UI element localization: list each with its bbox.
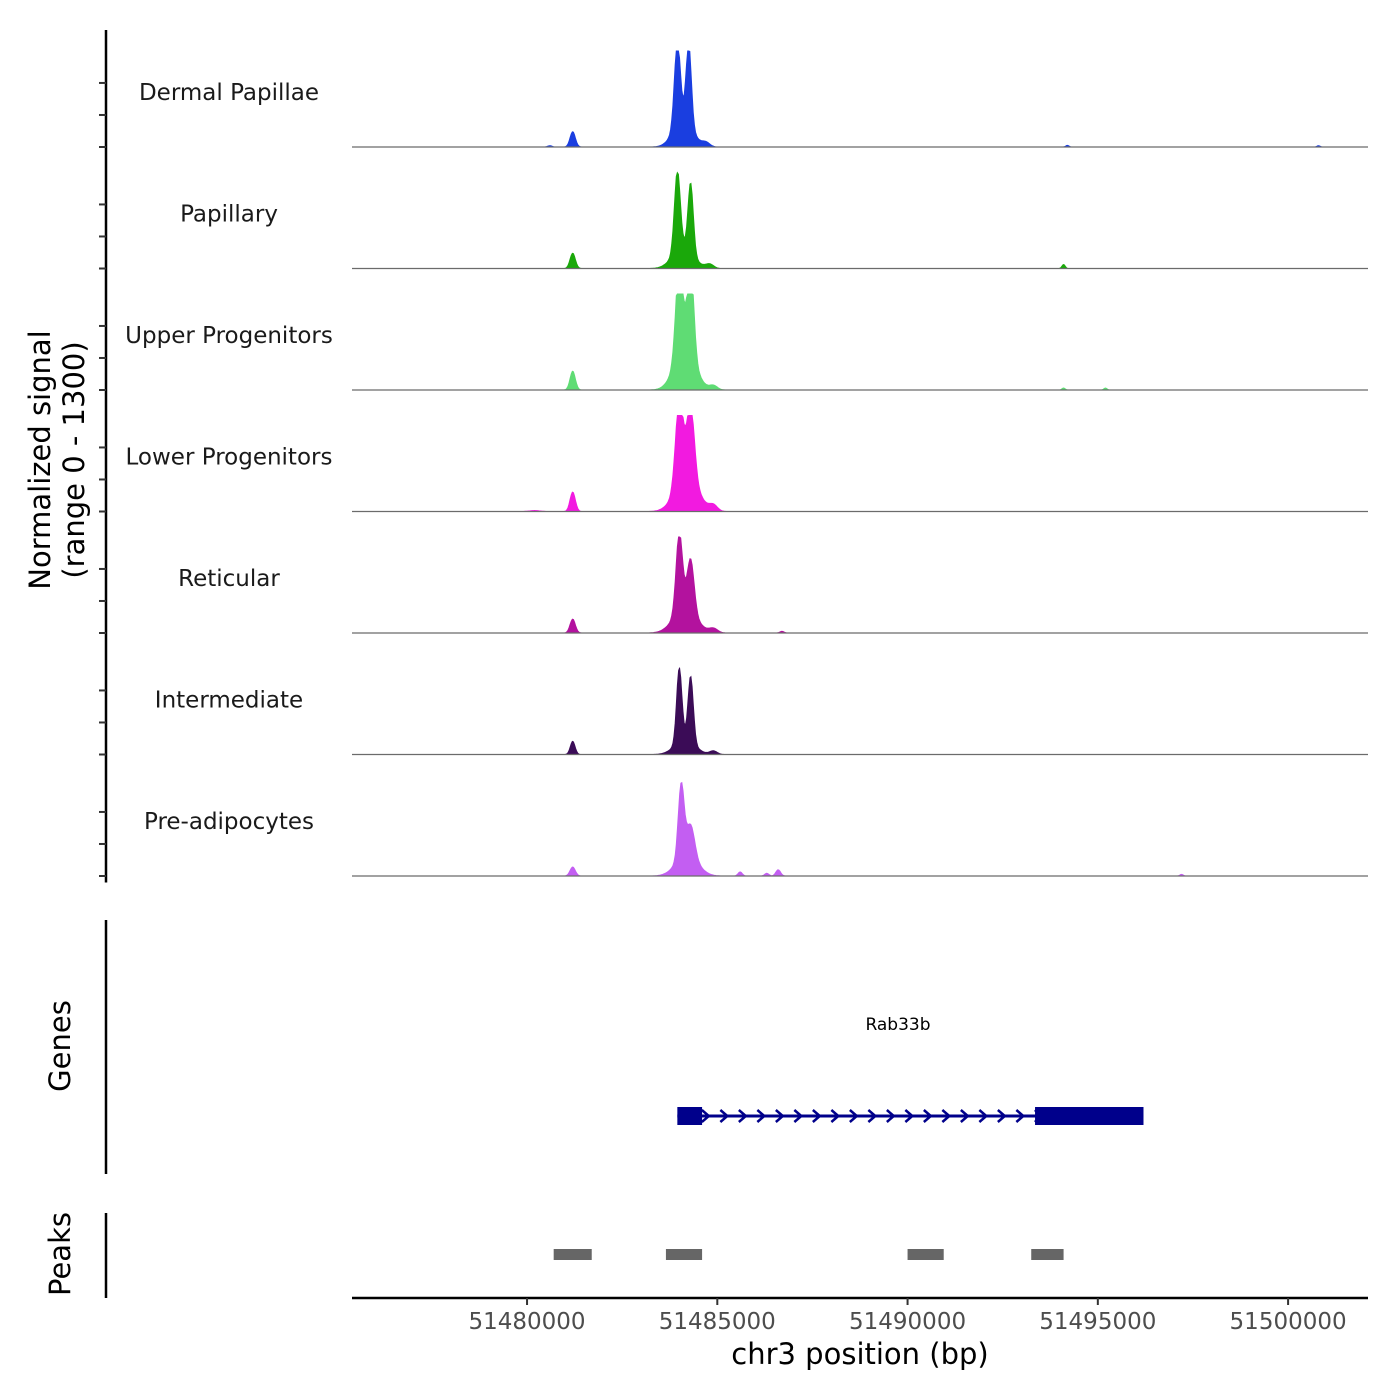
coverage-track: Upper Progenitors (99, 293, 1368, 391)
coverage-track: Intermediate (99, 667, 1368, 756)
track-label: Lower Progenitors (126, 445, 333, 471)
y-axis-label-line1: Normalized signal (23, 330, 57, 589)
strand-arrow (849, 1109, 859, 1123)
track-label: Papillary (180, 202, 278, 228)
strand-arrow (756, 1109, 767, 1123)
coverage-track: Reticular (99, 536, 1368, 634)
signal-area (352, 171, 1368, 269)
genes-panel (104, 920, 1144, 1174)
genes-track-label: Genes (43, 1000, 77, 1092)
strand-arrow (886, 1109, 896, 1123)
coverage-track: Papillary (99, 171, 1368, 270)
x-tick-label: 51490000 (849, 1309, 966, 1335)
strand-arrow (941, 1109, 952, 1123)
strand-arrow (775, 1109, 785, 1123)
coverage-track: Dermal Papillae (99, 50, 1368, 148)
strand-arrow (793, 1109, 804, 1123)
strand-arrow (960, 1109, 970, 1123)
peak-region (907, 1249, 944, 1260)
signal-area (352, 415, 1368, 512)
peak-region (1031, 1249, 1064, 1260)
strand-arrow (830, 1109, 841, 1123)
x-tick-label: 51480000 (469, 1309, 586, 1335)
gene-exon (1035, 1107, 1144, 1125)
strand-arrow (812, 1109, 822, 1123)
signal-area (352, 50, 1368, 148)
coverage-track: Lower Progenitors (99, 415, 1368, 513)
strand-arrow (997, 1109, 1007, 1123)
y-axis-label-line2: (range 0 - 1300) (57, 341, 91, 578)
signal-panel: Dermal Papillae Papillary Upper Progenitor… (99, 30, 1368, 883)
gene-name-label: Rab33b (865, 1015, 930, 1035)
coverage-track: Pre-adipocytes (99, 781, 1368, 877)
track-label: Intermediate (155, 688, 303, 714)
x-axis-title: chr3 position (bp) (731, 1337, 988, 1371)
strand-arrow (701, 1109, 711, 1123)
strand-arrow (904, 1109, 915, 1123)
strand-arrow (923, 1109, 933, 1123)
signal-area (352, 781, 1368, 877)
x-axis: 51480000 51485000 51490000 51495000 51500000 (352, 1296, 1368, 1335)
x-tick-label: 51500000 (1230, 1309, 1347, 1335)
peak-region (665, 1249, 703, 1260)
peaks-panel (104, 1213, 1064, 1298)
strand-arrow (719, 1109, 730, 1123)
x-tick-label: 51495000 (1039, 1309, 1156, 1335)
track-label: Reticular (178, 566, 280, 592)
signal-area (352, 667, 1368, 755)
strand-arrow (867, 1109, 878, 1123)
signal-area (352, 536, 1368, 634)
peak-region (553, 1249, 592, 1260)
track-label: Pre-adipocytes (144, 809, 314, 835)
gene-exon (677, 1107, 703, 1125)
strand-arrow (978, 1109, 989, 1123)
strand-arrow (738, 1109, 748, 1123)
track-label: Dermal Papillae (139, 80, 319, 106)
x-tick-label: 51485000 (659, 1309, 776, 1335)
track-label: Upper Progenitors (125, 323, 333, 349)
signal-area (352, 293, 1368, 391)
peaks-track-label: Peaks (43, 1212, 77, 1296)
strand-arrow (1015, 1109, 1026, 1123)
